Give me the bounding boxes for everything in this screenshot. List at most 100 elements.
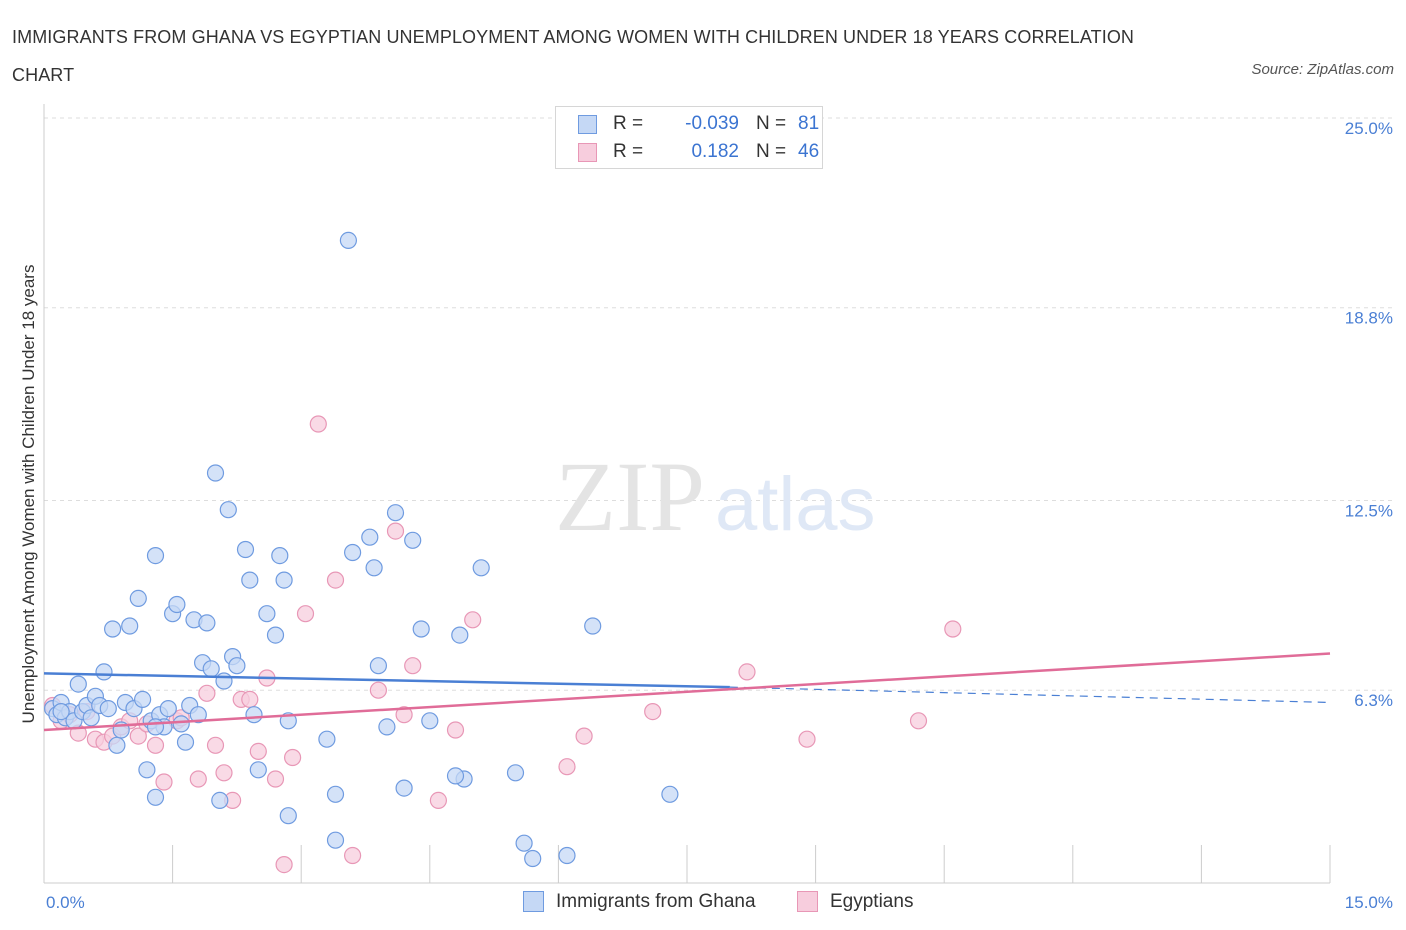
ghana-point	[279, 807, 297, 825]
r-value: 0.182	[691, 141, 739, 162]
ghana-point	[421, 712, 439, 730]
egyptians-point	[798, 730, 816, 748]
ghana-swatch	[578, 115, 597, 134]
x-tick-label-min: 0.0%	[46, 893, 85, 912]
ghana-point	[211, 791, 229, 810]
ghana-point	[515, 834, 533, 852]
ghana-point	[172, 715, 190, 733]
ghana-point	[506, 764, 525, 782]
egyptians-point	[198, 684, 216, 702]
ghana-point	[339, 231, 357, 249]
egyptians-point	[909, 712, 928, 730]
ghana-legend-swatch	[523, 891, 544, 912]
n-label: N =	[756, 113, 787, 134]
watermark-atlas: atlas	[715, 462, 876, 547]
egyptians-point	[464, 611, 482, 629]
trend-lines	[43, 652, 1331, 732]
ghana-point	[271, 546, 289, 565]
egyptians-point	[275, 855, 293, 874]
egyptians-point	[215, 764, 233, 782]
egyptians-point	[558, 758, 576, 776]
r-value: -0.039	[685, 113, 739, 134]
egyptians-point	[326, 571, 345, 589]
egyptians-swatch	[578, 143, 597, 162]
egyptians-point	[241, 690, 259, 709]
egyptians-trend-line	[43, 652, 1331, 732]
chart-title: IMMIGRANTS FROM GHANA VS EGYPTIAN UNEMPL…	[12, 27, 1135, 85]
ghana-point	[134, 690, 152, 709]
ghana-point	[52, 702, 70, 721]
ghana-point	[558, 846, 576, 865]
n-label: N =	[756, 141, 787, 162]
ghana-point	[412, 620, 430, 638]
ghana-point	[446, 767, 465, 785]
egyptians-point	[344, 846, 362, 865]
ghana-point	[661, 785, 679, 803]
egyptians-point	[284, 748, 302, 767]
egyptians-point	[429, 791, 447, 810]
egyptians-point	[296, 605, 315, 623]
ghana-point	[146, 546, 165, 565]
ghana-trend-line	[43, 672, 730, 689]
egyptians-point	[395, 706, 413, 724]
ghana-point	[95, 663, 113, 681]
n-value: 81	[798, 113, 820, 134]
y-tick-label: 12.5%	[1345, 502, 1393, 521]
ghana-point	[245, 706, 263, 724]
ghana-point	[168, 595, 186, 614]
watermark-zip: ZIP	[555, 441, 705, 552]
egyptians-point	[644, 702, 662, 721]
ghana-point	[361, 528, 379, 546]
ghana-point	[159, 699, 177, 718]
ghana-point	[524, 849, 542, 868]
egyptians-point	[369, 681, 387, 699]
grid-lines	[44, 117, 1392, 691]
ghana-point	[215, 672, 233, 690]
ghana-point	[69, 675, 87, 693]
egyptians-point	[575, 727, 593, 745]
ghana-point	[146, 718, 165, 736]
r-label: R =	[613, 141, 644, 162]
egyptians-point	[944, 620, 962, 638]
egyptians-point	[155, 773, 173, 791]
ghana-point	[121, 617, 139, 635]
ghana-point	[236, 540, 255, 559]
r-label: R =	[613, 113, 644, 134]
ghana-point	[241, 571, 259, 589]
ghana-point	[249, 761, 267, 779]
egyptians-point	[404, 657, 422, 675]
egyptians-point	[266, 770, 285, 788]
ghana-point	[219, 501, 237, 519]
egyptians-point	[146, 736, 165, 754]
ghana-point	[365, 559, 383, 577]
ghana-point	[266, 626, 285, 644]
ghana-point	[326, 785, 345, 803]
egyptians-point	[738, 663, 756, 681]
ghana-point	[82, 709, 100, 727]
correlation-legend: R = -0.039 N = 81 R = 0.182 N = 46	[555, 106, 823, 169]
ghana-point	[146, 788, 165, 806]
ghana-point	[326, 831, 345, 849]
egyptians-point	[386, 522, 405, 540]
ghana-point	[108, 736, 126, 754]
egyptians-point	[129, 727, 147, 745]
ghana-point	[99, 699, 117, 718]
series-legend: Immigrants from Ghana Egyptians	[523, 888, 943, 916]
ghana-point	[206, 464, 225, 482]
ghana-point	[378, 718, 396, 736]
ghana-point	[228, 657, 246, 675]
ghana-point	[584, 617, 602, 635]
ghana-point	[472, 559, 490, 577]
ghana-point	[129, 589, 147, 608]
ghana-point	[258, 605, 276, 623]
egyptians-legend-label: Egyptians	[830, 891, 914, 912]
x-ticks	[172, 845, 1331, 883]
ghana-points	[43, 231, 679, 868]
ghana-trend-extension	[729, 686, 1331, 704]
egyptians-point	[206, 736, 225, 754]
y-axis-label: Unemployment Among Women with Children U…	[19, 265, 38, 724]
y-tick-label: 18.8%	[1345, 309, 1393, 328]
egyptians-legend-swatch	[797, 891, 818, 912]
ghana-point	[138, 761, 156, 779]
ghana-point	[395, 779, 413, 797]
